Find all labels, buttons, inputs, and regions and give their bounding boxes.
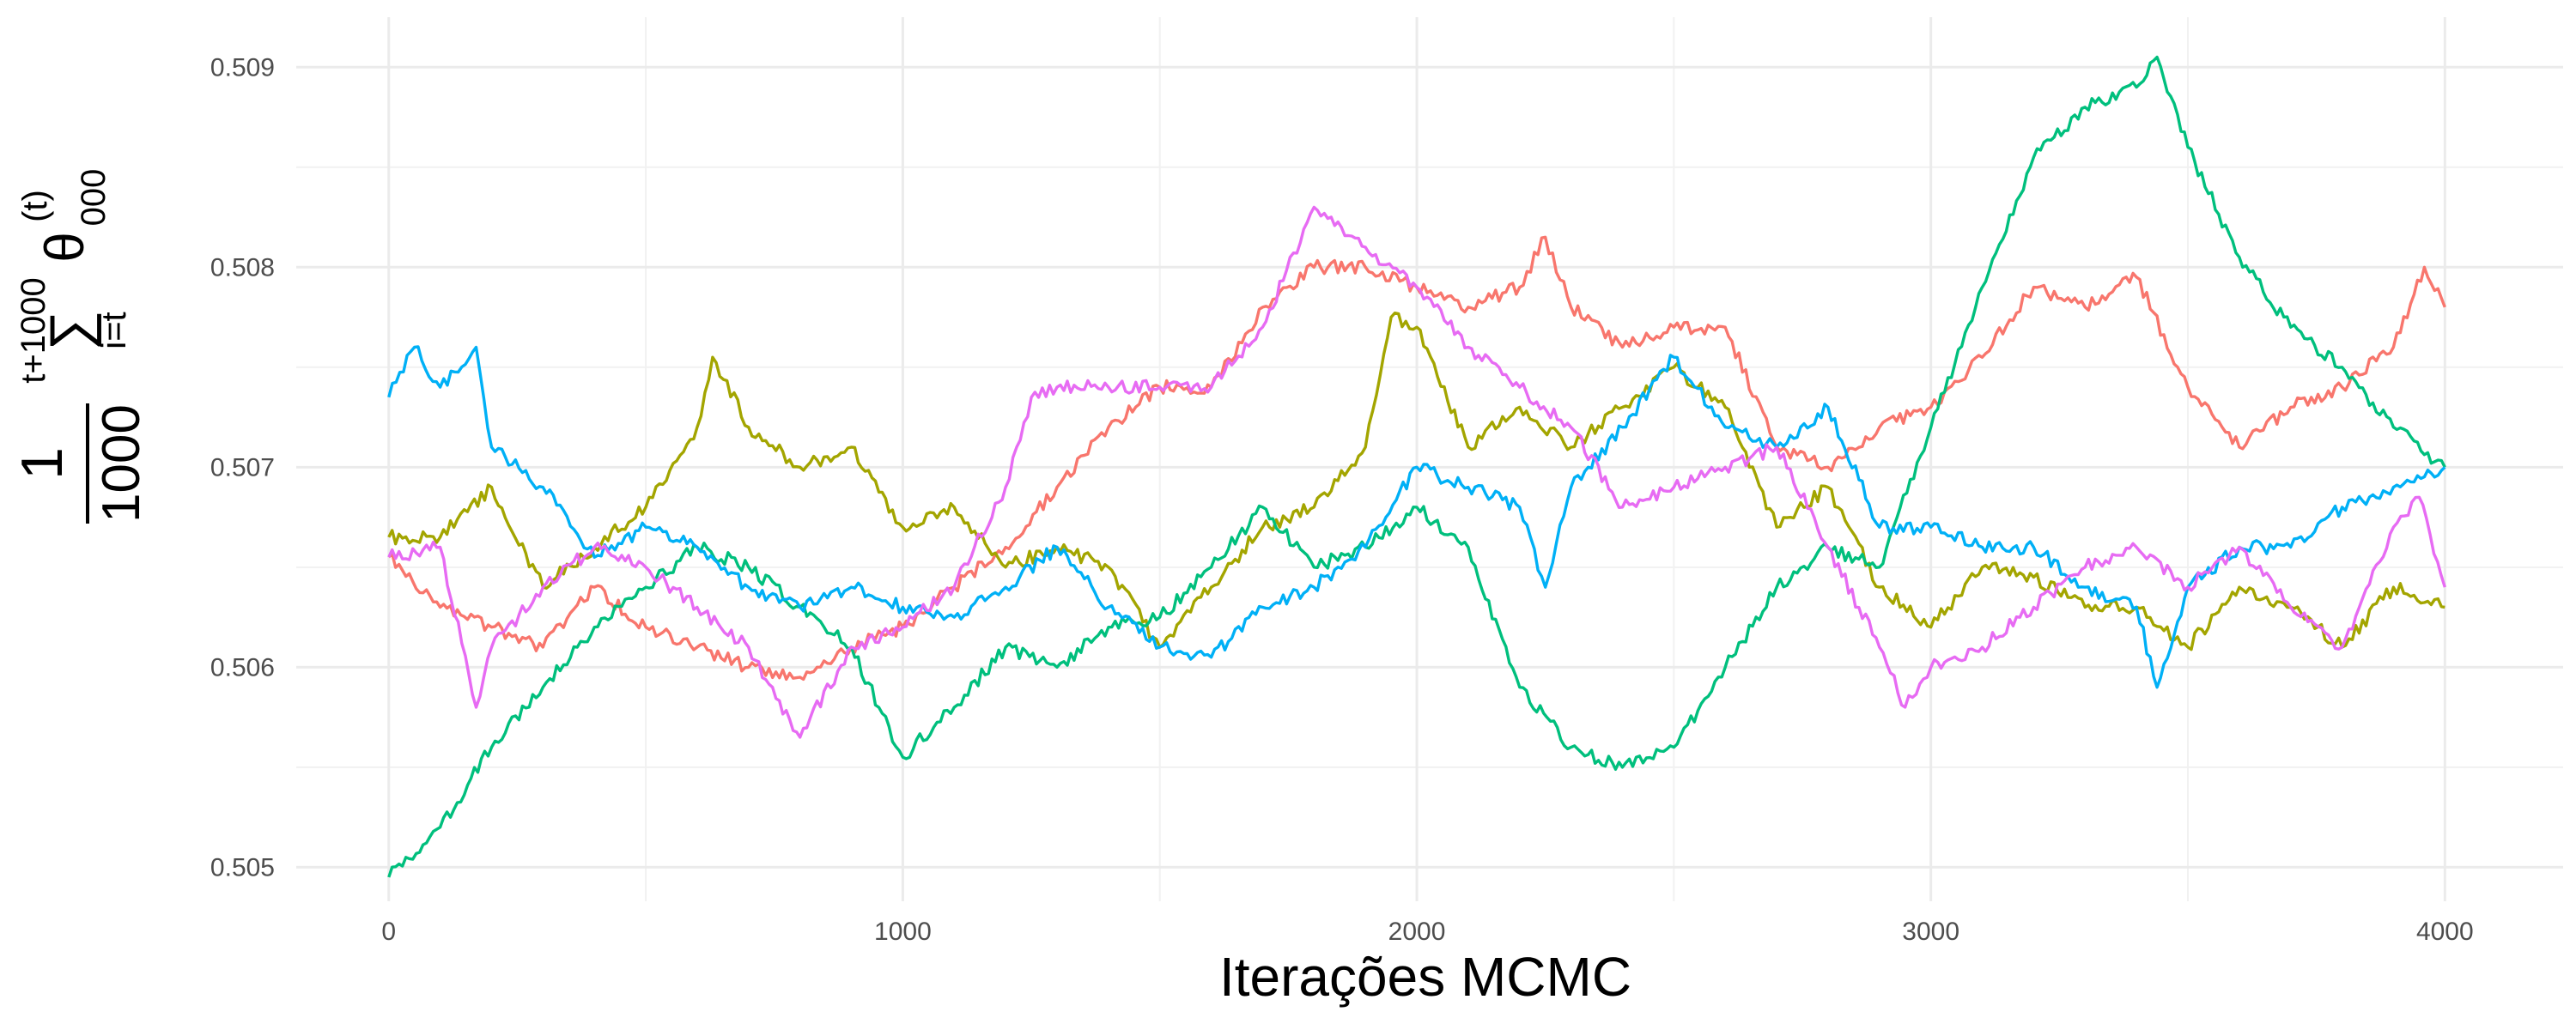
series-line [387, 205, 2446, 739]
major-gridlines [296, 17, 2563, 901]
y-tick-label: 0.509 [210, 53, 275, 82]
y-axis-title-denominator: 1000 [92, 404, 151, 523]
x-tick-label: 1000 [874, 918, 932, 946]
y-axis-title: 1 1000 t+1000 ∑ i=t θ (t) 000 [9, 169, 151, 524]
y-axis-title-sum-upper: t+1000 [15, 277, 52, 383]
x-tick-label: 0 [381, 918, 396, 946]
series-line [387, 55, 2446, 878]
y-axis-tick-labels: 0.505 0.506 0.507 0.508 0.509 [210, 53, 275, 882]
minor-gridlines [296, 17, 2563, 901]
y-axis-title-sum-lower: i=t [95, 312, 133, 348]
x-axis-tick-labels: 0 1000 2000 3000 4000 [381, 918, 2473, 946]
x-axis-title: Iterações MCMC [1219, 946, 1631, 1008]
y-axis-title-numerator: 1 [9, 447, 75, 480]
x-tick-label: 3000 [1902, 918, 1959, 946]
y-tick-label: 0.508 [210, 253, 275, 282]
series-line [387, 312, 2445, 651]
y-axis-title-subscript: 000 [75, 169, 112, 227]
series-lines [387, 55, 2446, 878]
series-line [387, 345, 2446, 689]
y-tick-label: 0.507 [210, 453, 275, 482]
y-axis-title-theta: θ [33, 232, 95, 263]
x-tick-label: 4000 [2416, 918, 2474, 946]
y-tick-label: 0.505 [210, 853, 275, 882]
y-tick-label: 0.506 [210, 653, 275, 682]
y-axis-title-sum-symbol: ∑ [38, 310, 101, 350]
y-axis-title-superscript: (t) [16, 190, 54, 222]
x-tick-label: 2000 [1388, 918, 1446, 946]
